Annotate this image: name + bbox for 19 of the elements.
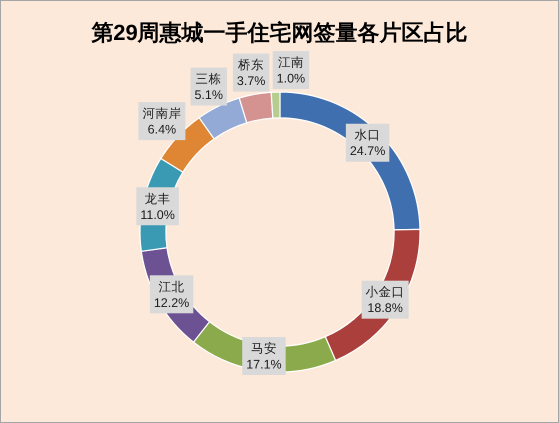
- title: 第29周惠城一手住宅网签量各片区占比: [91, 20, 468, 45]
- data-label: 24.7%: [350, 144, 386, 158]
- data-label: 1.0%: [276, 72, 306, 86]
- data-label: 5.1%: [194, 88, 223, 102]
- slice-label: 桥东: [237, 58, 264, 72]
- slice-label: 江北: [158, 280, 185, 294]
- slice-label: 三栋: [196, 72, 222, 86]
- data-label: 12.2%: [154, 296, 190, 310]
- data-label: 11.0%: [140, 208, 175, 222]
- data-label: 3.7%: [236, 74, 266, 88]
- slice-label: 水口: [354, 128, 381, 142]
- data-label: 6.4%: [148, 122, 176, 137]
- slice-label: 马安: [250, 340, 277, 356]
- data-label: 18.8%: [367, 301, 403, 316]
- slice-label: 龙丰: [144, 192, 171, 206]
- slice-label: 小金口: [366, 285, 405, 300]
- slice-label: 河南岸: [142, 106, 182, 121]
- slice-label: 江南: [278, 56, 304, 70]
- data-label: 17.1%: [246, 358, 282, 372]
